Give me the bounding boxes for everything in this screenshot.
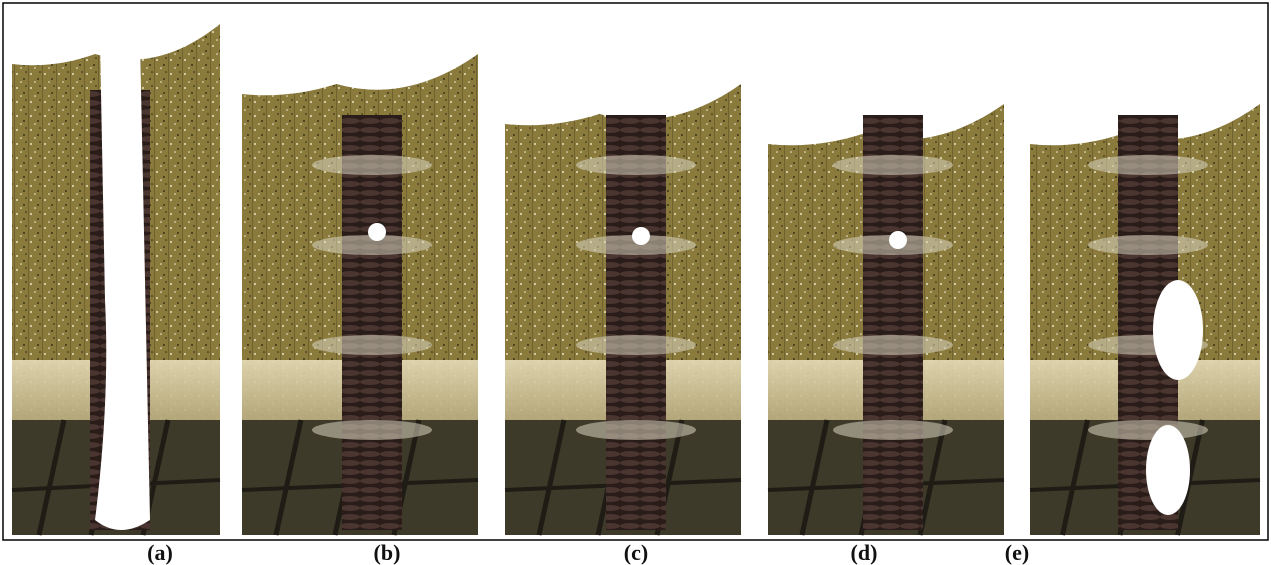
insulator — [606, 115, 666, 530]
shed-ring — [833, 335, 953, 355]
occlusion — [1153, 280, 1203, 380]
occlusion — [632, 227, 650, 245]
shed-ring — [312, 420, 432, 440]
shed-ring — [576, 155, 696, 175]
shed-ring — [1088, 420, 1208, 440]
photo-panel — [242, 14, 478, 535]
photo-panel — [768, 14, 1004, 535]
shed-ring — [312, 155, 432, 175]
panel-label: (b) — [374, 540, 401, 565]
occlusion — [1146, 425, 1190, 515]
shed-ring — [1088, 155, 1208, 175]
photo-panel — [1030, 14, 1260, 535]
insulator — [863, 115, 923, 530]
photo-panel — [505, 14, 741, 535]
panel-label: (e) — [1005, 540, 1029, 565]
shed-ring — [576, 420, 696, 440]
panel-label: (d) — [851, 540, 878, 565]
panel-label: (c) — [624, 540, 648, 565]
occlusion — [889, 231, 907, 249]
page: (a)(b)(c)(d)(e) (() => { const data = JS… — [0, 0, 1271, 565]
photo-panel — [12, 14, 220, 535]
shed-ring — [576, 335, 696, 355]
shed-ring — [312, 335, 432, 355]
shed-ring — [1088, 235, 1208, 255]
shed-ring — [833, 420, 953, 440]
panel-label: (a) — [147, 540, 173, 565]
shed-ring — [833, 155, 953, 175]
occlusion — [368, 223, 386, 241]
insulator — [342, 115, 402, 530]
figure: (a) (b) (c) (d) (e) — [0, 0, 1271, 565]
